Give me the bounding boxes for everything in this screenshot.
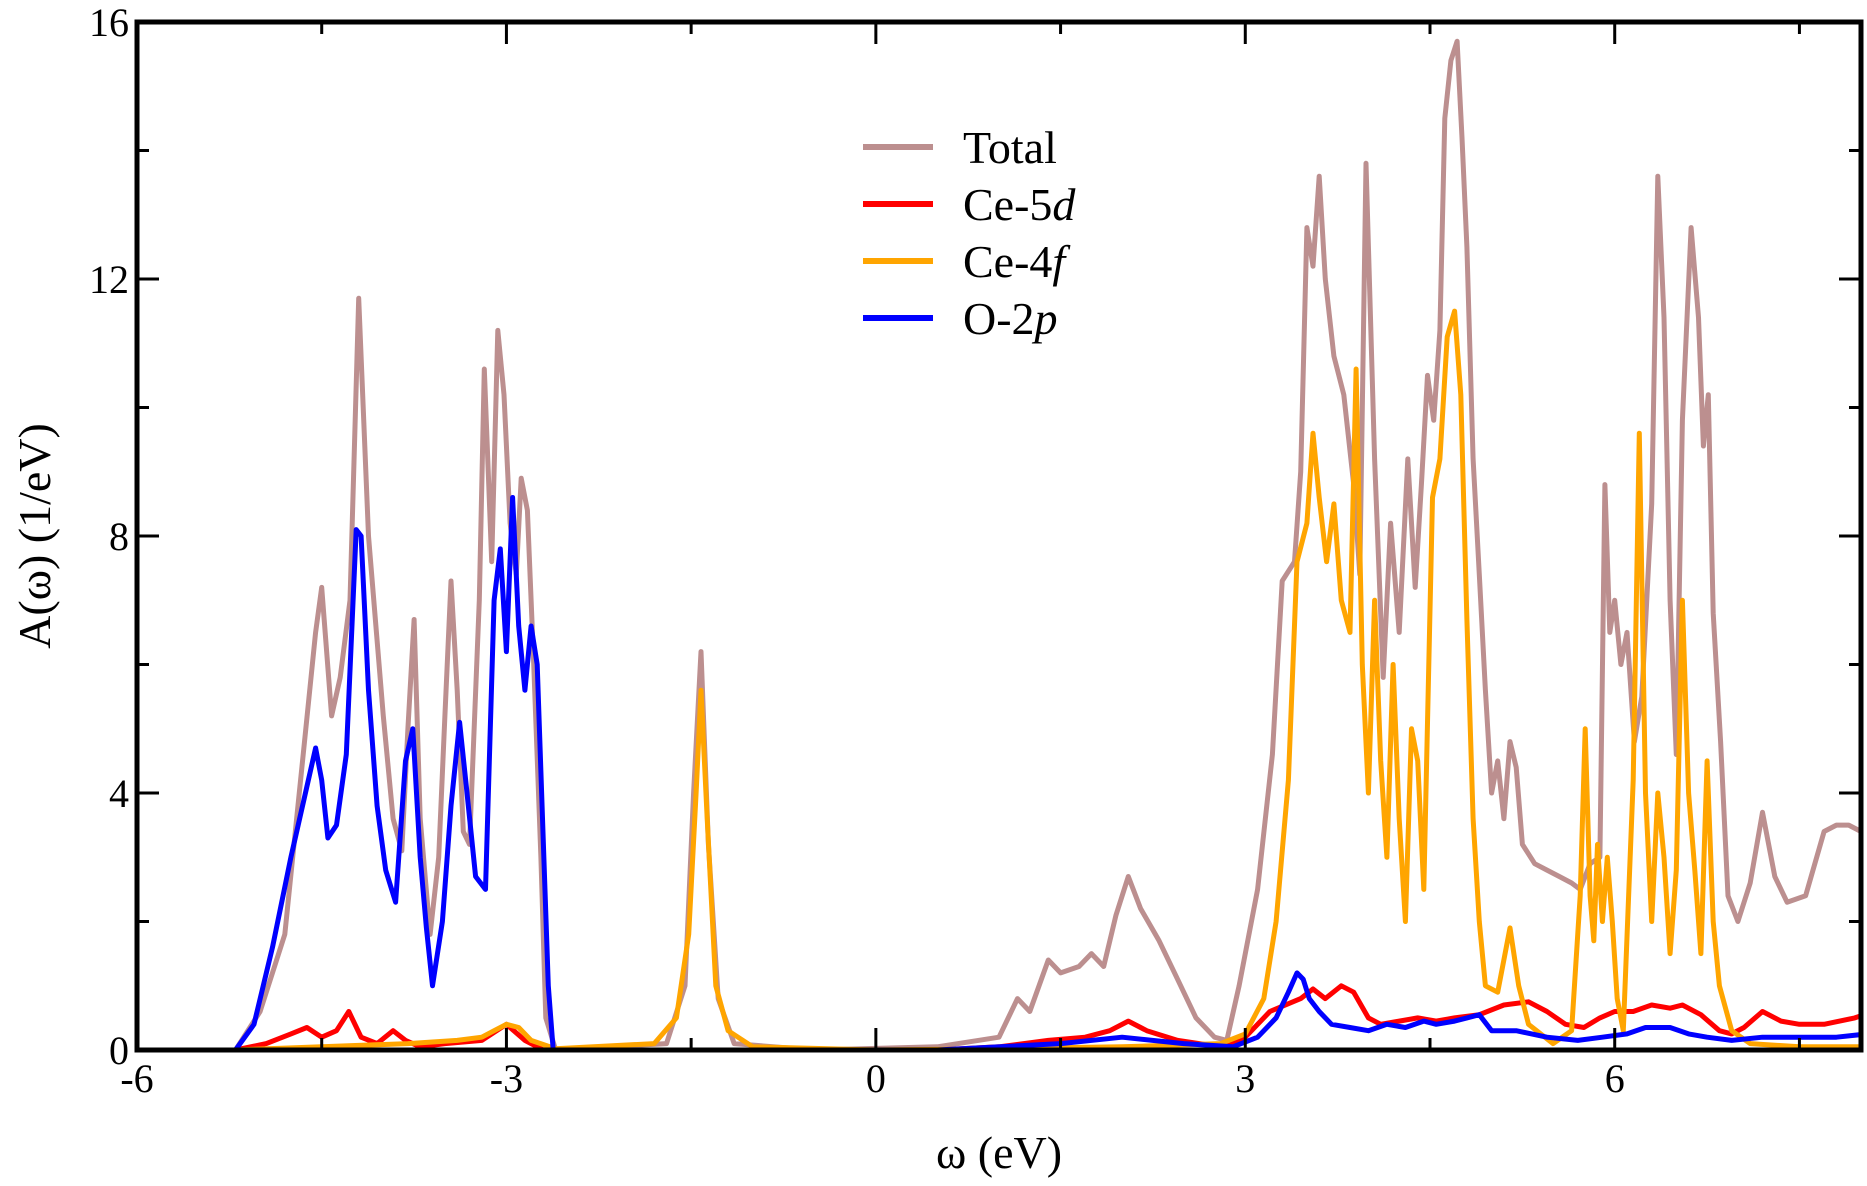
x-tick-label: 0 — [866, 1056, 886, 1101]
series-line-total — [233, 38, 1861, 1050]
y-tick-label: 4 — [109, 771, 129, 816]
x-tick-label: -6 — [120, 1056, 153, 1101]
x-tick-label: -3 — [490, 1056, 523, 1101]
legend-label: O-2p — [963, 293, 1058, 344]
legend-label: Ce-4f — [963, 236, 1071, 287]
legend-label: Ce-5d — [963, 179, 1076, 230]
y-tick-label: 12 — [89, 257, 129, 302]
series-layer — [233, 38, 1861, 1050]
x-tick-label: 6 — [1605, 1056, 1625, 1101]
y-tick-label: 0 — [109, 1028, 129, 1073]
y-axis-title: A(ω) (1/eV) — [9, 423, 60, 649]
legend-label: Total — [963, 122, 1057, 173]
ticks-layer: -6 -3 0 3 6 0 4 8 12 16 — [89, 0, 1861, 1101]
x-tick-label: 3 — [1235, 1056, 1255, 1101]
x-axis-title: ω (eV) — [936, 1127, 1062, 1178]
series-line-o-2p — [233, 495, 1861, 1050]
series-line-ce-4f — [233, 308, 1861, 1050]
y-tick-label: 16 — [89, 0, 129, 45]
y-tick-label: 8 — [109, 514, 129, 559]
legend: Total Ce-5d Ce-4f O-2p — [863, 122, 1076, 344]
